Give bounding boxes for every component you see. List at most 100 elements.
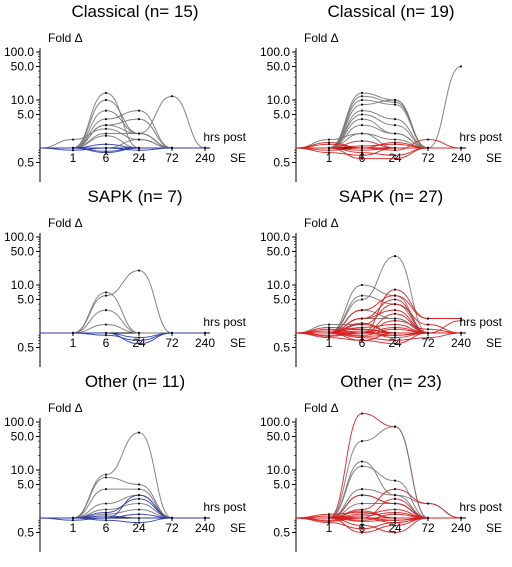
data-point <box>393 149 397 152</box>
data-point <box>360 154 364 157</box>
data-point <box>360 91 364 95</box>
data-point <box>393 519 397 522</box>
data-point <box>393 508 397 511</box>
panel-title: Other (n= 23) <box>340 372 442 391</box>
data-point <box>360 527 364 530</box>
data-point <box>327 138 331 141</box>
data-point <box>393 479 397 482</box>
data-point <box>71 149 75 152</box>
series-line-7 <box>40 332 205 339</box>
data-point <box>393 288 397 291</box>
data-point <box>393 513 397 516</box>
data-point <box>360 488 364 491</box>
data-point <box>360 294 364 297</box>
data-point <box>360 123 364 127</box>
data-point <box>393 143 397 146</box>
data-point <box>393 531 397 534</box>
x-tick-label: 240 <box>451 151 471 165</box>
data-point <box>137 331 141 335</box>
y-tick-label: 50.0 <box>267 244 291 258</box>
y-axis-label: Fold Δ <box>304 31 339 45</box>
data-point <box>104 294 108 297</box>
data-point <box>137 508 141 511</box>
data-point <box>393 497 397 500</box>
data-point <box>104 291 108 294</box>
data-point <box>104 118 108 121</box>
data-point <box>360 331 364 335</box>
data-point <box>104 308 108 312</box>
data-point <box>137 502 141 505</box>
data-point <box>360 103 364 106</box>
data-point <box>360 328 364 331</box>
data-point <box>393 521 397 524</box>
data-point <box>360 113 364 116</box>
y-tick-label: 0.5 <box>17 340 34 354</box>
data-point <box>360 149 364 152</box>
y-tick-label: 50.0 <box>11 59 35 73</box>
x-tick-label: 72 <box>421 151 435 165</box>
data-point <box>104 488 108 491</box>
data-point <box>203 146 207 150</box>
data-point <box>137 149 141 152</box>
data-point <box>327 335 331 338</box>
data-point <box>360 516 364 520</box>
data-point <box>393 511 397 514</box>
y-tick-label: 100.0 <box>4 415 34 429</box>
y-tick-label: 50.0 <box>267 429 291 443</box>
data-point <box>393 339 397 342</box>
x-axis-label-line1: hrs post <box>459 500 502 514</box>
panel-title: SAPK (n= 7) <box>88 187 183 206</box>
data-point <box>104 519 108 522</box>
data-point <box>137 339 141 342</box>
y-tick-label: 10.0 <box>267 463 291 477</box>
data-point <box>327 149 331 152</box>
data-point <box>170 331 174 335</box>
x-tick-label: 6 <box>103 521 110 535</box>
data-point <box>360 339 364 342</box>
x-tick-label: 1 <box>70 521 77 535</box>
data-point <box>393 331 397 335</box>
data-point <box>104 513 108 516</box>
data-point <box>360 109 364 112</box>
y-tick-label: 100.0 <box>260 415 290 429</box>
data-point <box>327 151 331 154</box>
data-point <box>104 514 108 518</box>
series-line-3 <box>296 461 462 519</box>
panel-4: SAPK (n= 27)Fold Δ 100.050.0 10.05.0 0.5 1 6 2… <box>260 187 503 367</box>
data-point <box>137 118 141 121</box>
data-point <box>426 328 430 331</box>
x-tick-label: 72 <box>165 151 179 165</box>
data-point <box>104 476 108 479</box>
data-point <box>360 139 364 143</box>
panel-2: Classical (n= 19) Fold Δ 100.050.0 10.05.0 0… <box>260 2 503 182</box>
data-point <box>137 483 141 486</box>
data-point <box>393 255 397 258</box>
y-tick-label: 100.0 <box>260 45 290 59</box>
panel-5: Other (n= 11)Fold Δ 100.050.0 10.05.0 0.5 1 6… <box>4 372 247 552</box>
data-point <box>426 502 430 505</box>
x-axis-label-line2: SE <box>486 521 502 535</box>
data-point <box>360 514 364 518</box>
data-point <box>393 336 397 339</box>
data-point <box>327 331 331 335</box>
x-axis-label-line1: hrs post <box>203 500 246 514</box>
y-axis-label: Fold Δ <box>48 31 83 45</box>
y-tick-label: 5.0 <box>273 477 290 491</box>
y-tick-label: 0.5 <box>273 155 290 169</box>
data-point <box>393 425 397 428</box>
data-point <box>104 331 108 335</box>
series-line-15 <box>40 143 205 149</box>
x-tick-label: 24 <box>132 521 146 535</box>
data-point <box>393 123 397 127</box>
data-point <box>327 143 331 146</box>
data-point <box>360 118 364 121</box>
x-axis-label-line2: SE <box>230 521 246 535</box>
data-point <box>137 513 141 516</box>
x-tick-label: 240 <box>451 521 471 535</box>
series-line-1 <box>296 255 461 334</box>
series-line-2 <box>40 291 205 334</box>
y-tick-label: 50.0 <box>11 429 35 443</box>
data-point <box>360 95 364 98</box>
y-tick-label: 100.0 <box>260 230 290 244</box>
y-tick-label: 5.0 <box>17 107 34 121</box>
